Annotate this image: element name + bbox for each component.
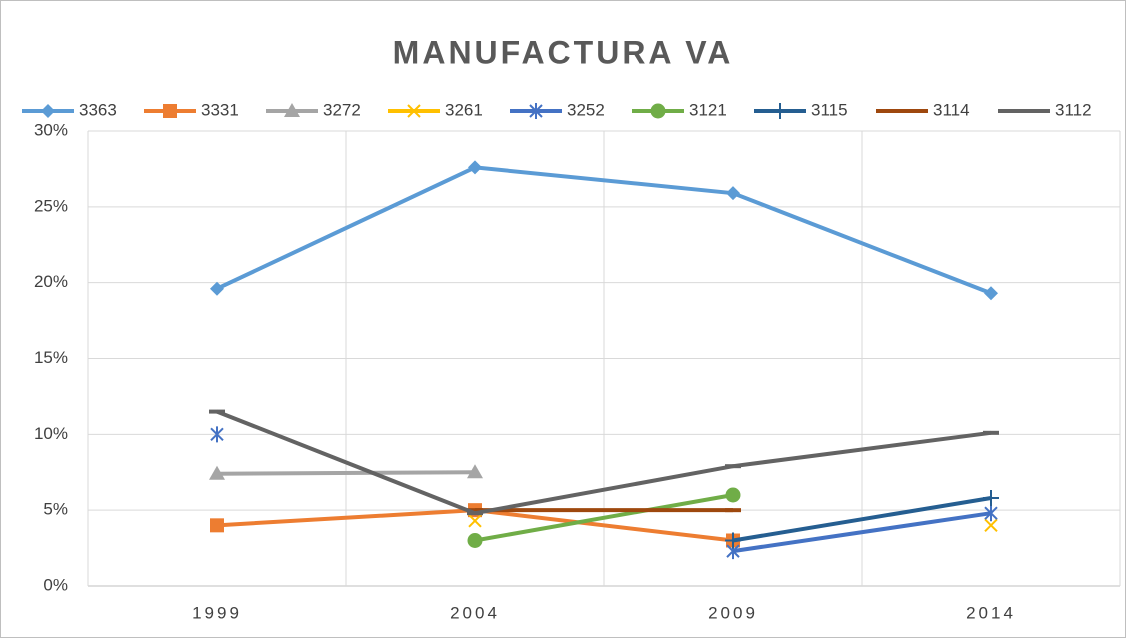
legend-marker	[650, 103, 666, 119]
x-tick-label: 2014	[966, 603, 1016, 622]
legend-label: 3252	[567, 100, 605, 119]
series-line	[216, 409, 992, 516]
point-marker	[210, 426, 224, 443]
legend-label: 3261	[445, 100, 483, 119]
legend-marker	[41, 104, 55, 118]
legend-label: 3272	[323, 100, 361, 119]
point-marker	[468, 514, 482, 528]
point-marker	[467, 533, 483, 548]
point-marker	[210, 518, 224, 533]
x-tick-label: 2004	[450, 603, 500, 622]
legend-label: 3121	[689, 100, 727, 119]
x-tick-label: 2009	[708, 603, 758, 622]
legend-marker	[284, 103, 300, 117]
point-marker	[726, 186, 740, 201]
legend-label: 3331	[201, 100, 239, 119]
point-marker	[468, 160, 482, 175]
legend-marker	[772, 103, 788, 119]
y-tick-label: 25%	[34, 196, 68, 215]
point-marker	[210, 281, 224, 296]
y-tick-label: 30%	[34, 120, 68, 139]
legend-label: 3112	[1055, 100, 1092, 119]
point-marker	[984, 518, 998, 533]
point-marker	[725, 487, 741, 503]
point-marker	[209, 465, 225, 480]
legend-label: 3363	[79, 100, 117, 119]
y-tick-label: 20%	[34, 272, 68, 291]
point-marker	[984, 286, 998, 301]
point-marker	[467, 464, 483, 479]
y-tick-label: 5%	[43, 500, 68, 519]
point-marker	[984, 505, 998, 522]
y-tick-label: 15%	[34, 348, 68, 367]
legend-marker	[407, 104, 421, 118]
series-line	[216, 165, 992, 296]
point-marker	[983, 490, 999, 507]
legend-label: 3114	[933, 100, 970, 119]
series-line	[732, 511, 992, 554]
series-line	[216, 470, 476, 476]
legend-label: 3115	[811, 100, 848, 119]
y-tick-label: 10%	[34, 424, 68, 443]
legend-marker	[163, 104, 177, 118]
chart-title: MANUFACTURA VA	[393, 34, 734, 70]
y-tick-label: 0%	[43, 575, 68, 594]
legend-marker	[529, 103, 543, 119]
x-tick-label: 1999	[192, 603, 242, 622]
point-marker	[725, 532, 741, 549]
series-line	[474, 493, 734, 543]
series-line	[732, 496, 992, 543]
